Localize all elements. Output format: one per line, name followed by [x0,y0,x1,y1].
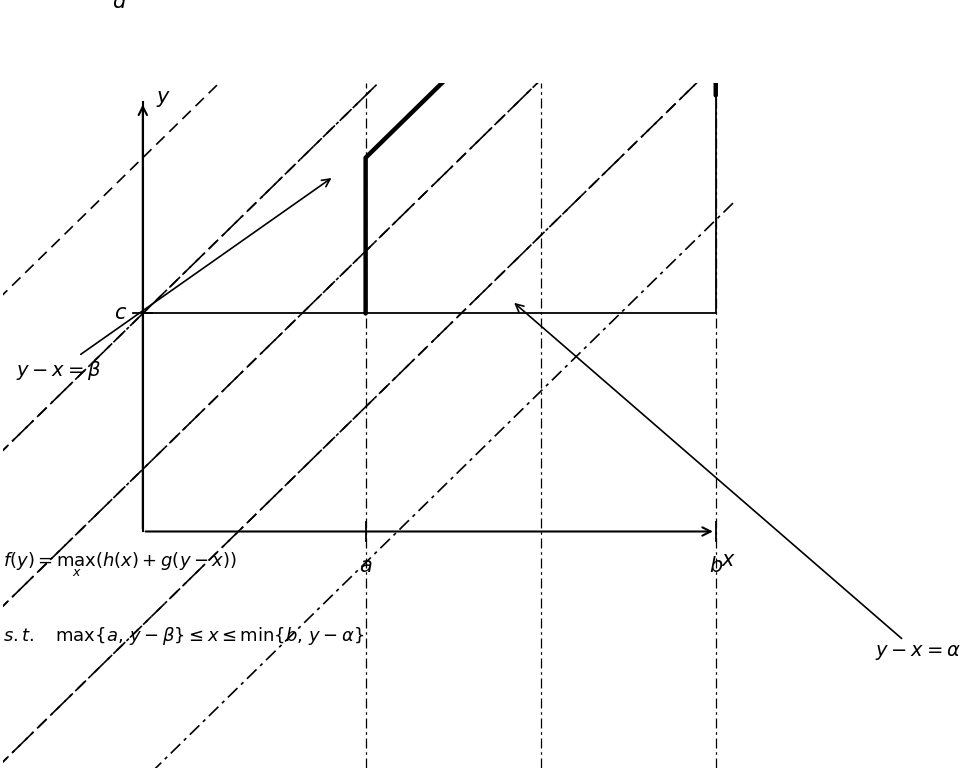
Text: $a$: $a$ [359,557,372,577]
Text: $c$: $c$ [114,304,127,324]
Text: $y - x = \alpha$: $y - x = \alpha$ [515,304,961,662]
Text: $d$: $d$ [111,0,127,12]
Text: $y$: $y$ [156,89,170,109]
Text: $x$: $x$ [721,550,736,571]
Text: $f(y)=\underset{x}{\max}(h(x)+g(y-x))$: $f(y)=\underset{x}{\max}(h(x)+g(y-x))$ [3,550,237,578]
Text: $y - x = \beta$: $y - x = \beta$ [15,179,330,382]
Text: $s.t. \quad \max\{a,\, y-\beta\} \leq x \leq \min\{b,\, y-\alpha\}$: $s.t. \quad \max\{a,\, y-\beta\} \leq x … [3,625,365,647]
Text: $b$: $b$ [709,557,723,577]
